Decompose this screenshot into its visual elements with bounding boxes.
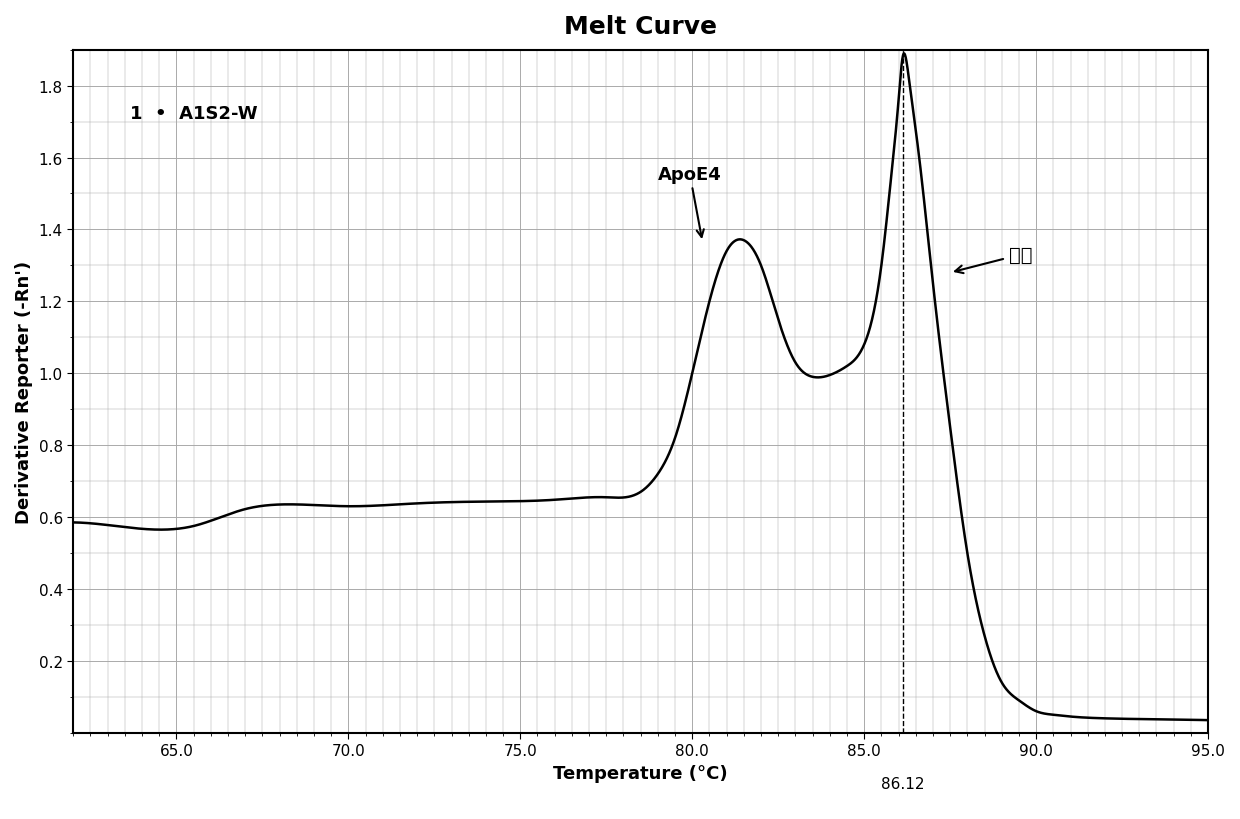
Text: 内参: 内参 xyxy=(955,246,1032,274)
Text: 1  •  A1S2-W: 1 • A1S2-W xyxy=(130,105,258,123)
Y-axis label: Derivative Reporter (-Rn'): Derivative Reporter (-Rn') xyxy=(15,260,33,523)
Text: ApoE4: ApoE4 xyxy=(658,165,722,238)
Text: 86.12: 86.12 xyxy=(880,776,925,791)
Title: Melt Curve: Melt Curve xyxy=(564,15,717,39)
X-axis label: Temperature (°C): Temperature (°C) xyxy=(553,764,728,782)
